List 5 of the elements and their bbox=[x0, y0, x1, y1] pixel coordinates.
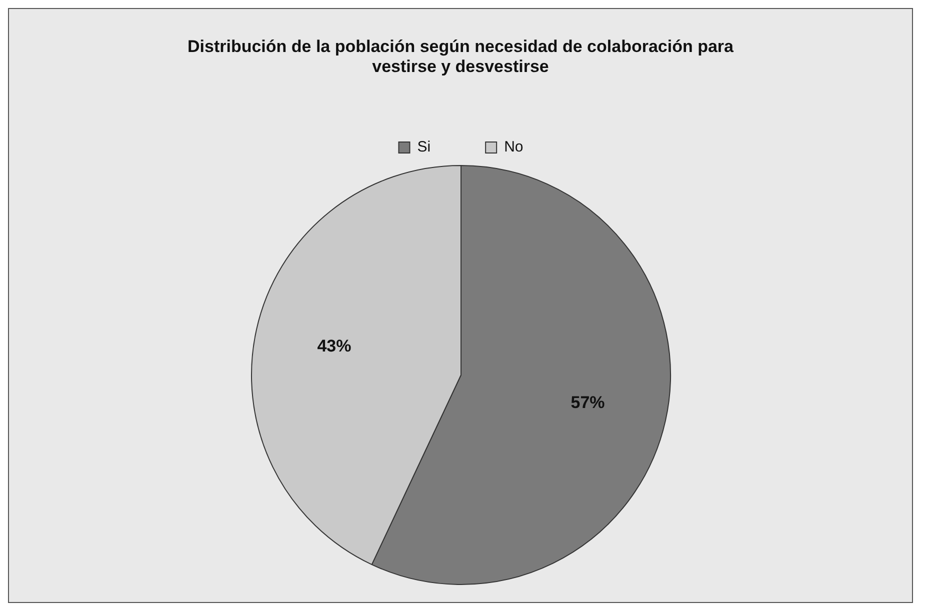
data-label: 57% bbox=[570, 393, 604, 412]
chart-title: Distribución de la población según necesidad de colaboración para vestirse y desvestirse bbox=[186, 37, 734, 77]
data-label: 43% bbox=[316, 336, 351, 356]
legend-label: No bbox=[504, 138, 523, 156]
legend-label: Si bbox=[416, 138, 430, 156]
